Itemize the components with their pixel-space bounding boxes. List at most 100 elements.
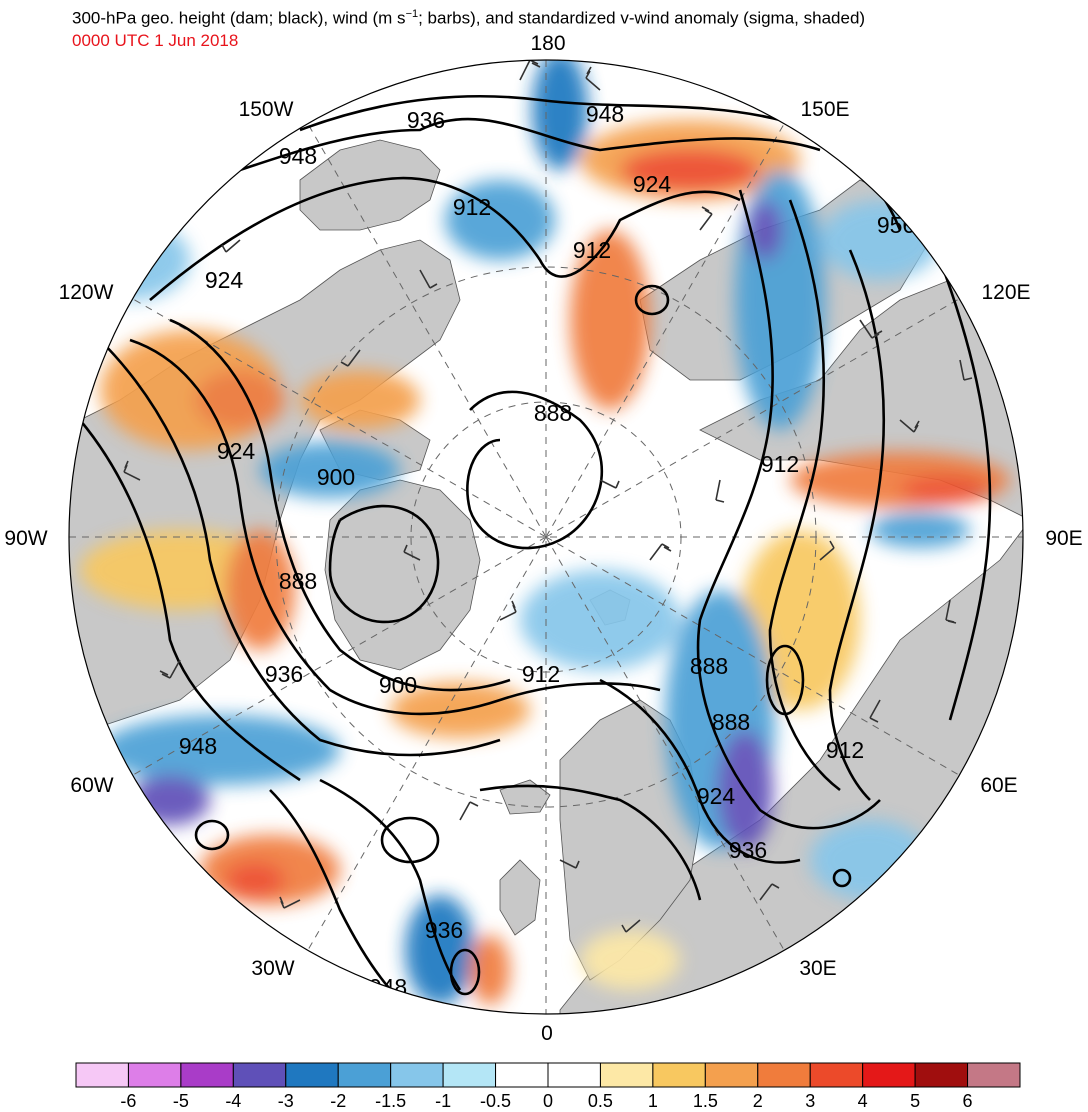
lon-label-60e: 60E [980, 774, 1017, 797]
colorbar-label: 3 [805, 1091, 815, 1111]
lon-label-90e: 90E [1045, 527, 1082, 550]
contour-line [380, 816, 440, 864]
lon-label-150w: 150W [239, 98, 294, 121]
lon-label-30e: 30E [799, 957, 836, 980]
contour-line [938, 259, 992, 721]
colorbar-swatch [704, 1062, 759, 1088]
contour-line [599, 678, 801, 864]
land-british-isles [499, 859, 541, 936]
lon-label-180: 180 [530, 32, 565, 55]
anomaly-negative [532, 60, 588, 170]
contour-labels: 936 948 948 924 912 912 956 924 888 924 … [179, 101, 915, 1000]
anomaly-negative [735, 170, 825, 430]
contour-line [765, 644, 805, 716]
contour-line [479, 784, 702, 901]
wind-barb [340, 349, 361, 367]
colorbar-label: -5 [173, 1091, 189, 1111]
wind-barbs [123, 60, 973, 933]
wind-barb [715, 479, 725, 503]
colorbar-swatch [599, 1062, 654, 1088]
colorbar-swatch [75, 1062, 129, 1088]
anomaly-negative-strong [130, 775, 210, 825]
contour-line [79, 419, 301, 782]
colorbar-label: -2 [330, 1091, 346, 1111]
colorbar-swatch [442, 1062, 497, 1088]
contour-line [194, 819, 230, 851]
colorbar-swatch [127, 1062, 182, 1088]
valid-time: 0000 UTC 1 Jun 2018 [72, 31, 239, 50]
contour-label: 948 [279, 143, 317, 169]
colorbar-swatch [547, 1062, 601, 1088]
contour-label: 888 [690, 653, 728, 679]
wind-barb [459, 801, 479, 821]
colorbar-label: 4 [858, 1091, 868, 1111]
height-contours [79, 94, 992, 1001]
lon-label-150e: 150E [800, 98, 849, 121]
contour-line [269, 789, 401, 1001]
anomaly-positive-strong [195, 370, 285, 430]
anomaly-positive [300, 370, 420, 430]
colorbar-swatch [809, 1062, 864, 1088]
colorbar-swatch [914, 1062, 969, 1088]
colorbar-label: 2 [753, 1091, 763, 1111]
contour-label: 936 [729, 837, 767, 863]
contour-label: 948 [179, 733, 217, 759]
colorbar-label: 1 [648, 1091, 658, 1111]
contour-line [466, 390, 604, 550]
anomaly-positive [570, 230, 650, 410]
wind-barb [499, 600, 517, 621]
colorbar-swatch [495, 1062, 549, 1088]
colorbar-label: -4 [225, 1091, 241, 1111]
anomaly-negative-strong [747, 200, 783, 260]
longitude-labels: 180 0 150W 150E 120W 120E 90W 90E 60W 60… [4, 32, 1082, 1045]
contour-label: 912 [573, 237, 611, 263]
contour-line [129, 338, 661, 716]
colorbar-swatch [180, 1062, 234, 1088]
contour-label: 936 [265, 661, 303, 687]
contour-label: 900 [317, 464, 355, 490]
contour-line [696, 189, 881, 830]
anomaly-positive-strong [620, 148, 760, 192]
contour-line [634, 284, 670, 316]
graticule [69, 60, 1023, 1014]
colorbar: -6 -5 -4 -3 -2 -1.5 -1 -0.5 0 0.5 1 1.5 2 3 4 5 6 [75, 1062, 1021, 1111]
anomaly-positive [470, 935, 510, 1005]
wind-barb [649, 543, 672, 561]
lon-label-60w: 60W [70, 774, 113, 797]
contour-label: 956 [877, 212, 915, 238]
anomaly-negative [870, 512, 970, 548]
figure-title: 300-hPa geo. height (dam; black), wind (… [72, 8, 866, 28]
contour-line [328, 504, 440, 624]
colorbar-swatch [652, 1062, 706, 1088]
anomaly-negative [520, 570, 680, 670]
land-iceland [499, 779, 551, 815]
contour-line [449, 948, 481, 996]
wind-barb [279, 896, 301, 909]
land-alaska [299, 139, 441, 231]
anomaly-negative [260, 442, 400, 498]
lon-label-120e: 120E [981, 281, 1030, 304]
contour-label: 888 [534, 400, 572, 426]
lon-label-120w: 120W [59, 281, 114, 304]
wind-barb [585, 66, 601, 91]
wind-barb [945, 599, 957, 624]
contour-label: 924 [633, 171, 672, 197]
contour-label: 912 [826, 737, 864, 763]
wind-barb [621, 919, 641, 933]
contour-line [319, 778, 462, 991]
wind-barb [759, 883, 780, 901]
contour-line [99, 339, 501, 757]
wind-barb [859, 319, 883, 339]
contour-line [149, 176, 741, 301]
wind-barb [959, 359, 973, 381]
wind-barb [221, 239, 241, 253]
anomaly-positive [580, 930, 680, 990]
wind-barb [899, 419, 920, 433]
colorbar-swatch [757, 1062, 811, 1088]
contour-label: 888 [712, 709, 750, 735]
colorbar-label: -3 [278, 1091, 294, 1111]
map-border [68, 59, 1024, 1015]
contour-label: 948 [586, 101, 624, 127]
land-scandinavia [559, 699, 701, 981]
